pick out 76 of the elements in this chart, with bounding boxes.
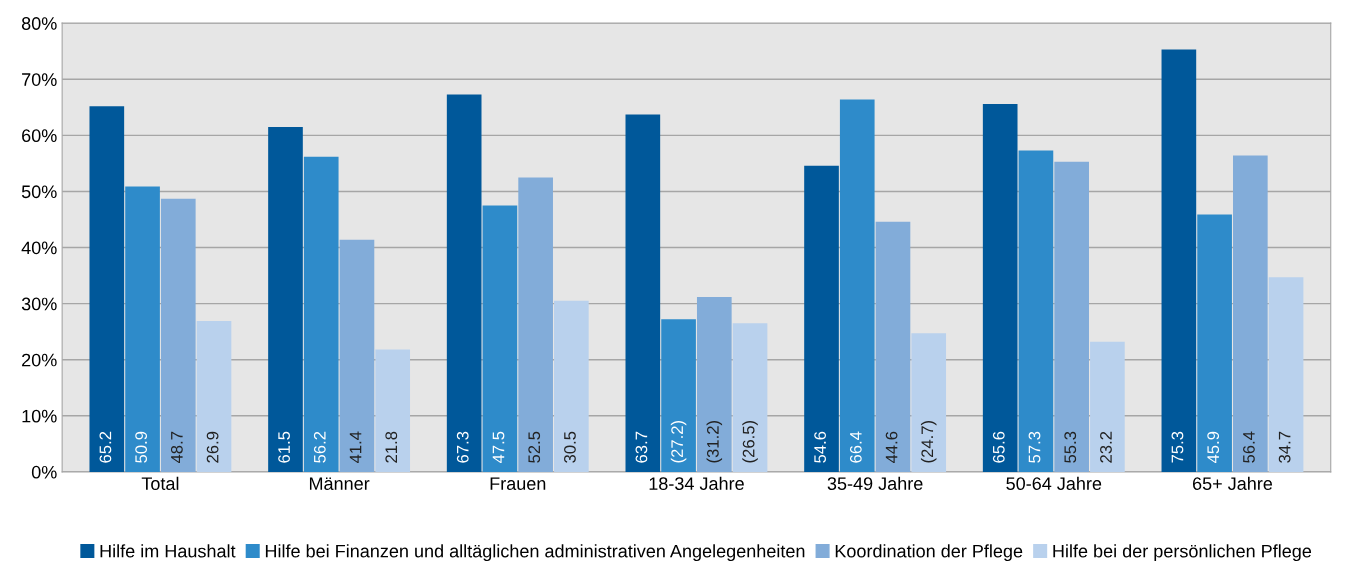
- y-tick-label: 30%: [21, 297, 57, 311]
- data-label: 21.8: [385, 431, 398, 463]
- x-tick-label: 18-34 Jahre: [649, 476, 744, 491]
- data-label: 56.4: [1243, 431, 1255, 463]
- data-label: 47.5: [492, 431, 505, 464]
- data-label: 66.4: [849, 431, 862, 463]
- bar: [196, 321, 232, 472]
- bar: [625, 114, 661, 472]
- x-tick-label: Total: [141, 476, 179, 491]
- bar: [125, 186, 160, 472]
- bar: [875, 221, 911, 472]
- data-label: 30.5: [564, 431, 576, 463]
- data-label: 52.5: [528, 431, 541, 463]
- data-label: 44.6: [885, 431, 898, 464]
- data-label: 63.7: [635, 431, 648, 463]
- bar: [375, 349, 411, 472]
- data-label: 34.7: [1278, 431, 1291, 463]
- bar: [982, 103, 1018, 472]
- data-label: (24.7): [920, 420, 937, 463]
- bar: [911, 333, 947, 472]
- data-label: 41.4: [349, 431, 362, 464]
- data-label: 57.3: [1028, 431, 1041, 463]
- bar: [661, 319, 696, 472]
- data-label: 55.3: [1064, 431, 1077, 463]
- bar: [303, 156, 339, 472]
- data-label: 61.5: [278, 431, 290, 463]
- bar: [554, 300, 589, 472]
- data-label: 75.3: [1171, 431, 1184, 463]
- legend-label: Hilfe bei der persönlichen Pflege: [1053, 544, 1312, 562]
- y-tick-label: 10%: [22, 409, 57, 423]
- bar: [1268, 277, 1304, 472]
- bar: [482, 205, 518, 472]
- bar: [732, 323, 768, 472]
- bar: [1090, 341, 1125, 472]
- y-tick-label: 80%: [21, 17, 57, 30]
- legend-label: Hilfe bei Finanzen und alltäglichen administrativen Angelegenheiten: [265, 544, 805, 562]
- y-tick-label: 70%: [22, 73, 57, 86]
- y-tick-label: 60%: [22, 129, 57, 143]
- data-label: 48.7: [170, 431, 183, 464]
- data-label: 67.3: [456, 431, 469, 463]
- y-tick-label: 20%: [22, 353, 57, 367]
- data-label: 65.6: [992, 431, 1005, 463]
- bar: [1233, 155, 1268, 472]
- y-tick-label: 0%: [31, 465, 57, 479]
- bar: [1054, 161, 1089, 472]
- data-label: 23.2: [1100, 431, 1112, 463]
- data-label: 50.9: [135, 431, 148, 463]
- data-label: (26.5): [742, 420, 758, 463]
- data-label: (31.2): [706, 420, 723, 463]
- bar: [1161, 49, 1197, 472]
- data-label: 65.2: [99, 431, 112, 463]
- bar: [446, 94, 482, 472]
- bar: [89, 106, 125, 472]
- bar: [339, 239, 375, 472]
- bar: [1197, 214, 1232, 472]
- legend-label: Koordination der Pflege: [835, 544, 1023, 562]
- legend-label: Hilfe im Haushalt: [100, 544, 236, 558]
- bar: [696, 296, 732, 472]
- y-tick-label: 50%: [21, 185, 57, 199]
- x-tick-label: 35-49 Jahre: [827, 476, 923, 491]
- bar: [268, 126, 303, 472]
- x-tick-label: 50-64 Jahre: [1006, 476, 1102, 491]
- data-label: 54.6: [814, 431, 826, 463]
- data-label: 45.9: [1207, 431, 1220, 464]
- x-tick-label: 65+ Jahre: [1192, 476, 1273, 491]
- bar: [1018, 150, 1054, 472]
- bar: [518, 177, 553, 472]
- data-label: 56.2: [313, 431, 326, 463]
- data-label: (27.2): [670, 420, 687, 463]
- x-tick-label: Frauen: [490, 477, 546, 491]
- data-label: 26.9: [206, 431, 219, 463]
- y-tick-label: 40%: [21, 241, 57, 255]
- bar: [160, 198, 196, 472]
- bar: [839, 99, 875, 472]
- bar: [804, 165, 839, 472]
- x-tick-label: Männer: [309, 477, 370, 491]
